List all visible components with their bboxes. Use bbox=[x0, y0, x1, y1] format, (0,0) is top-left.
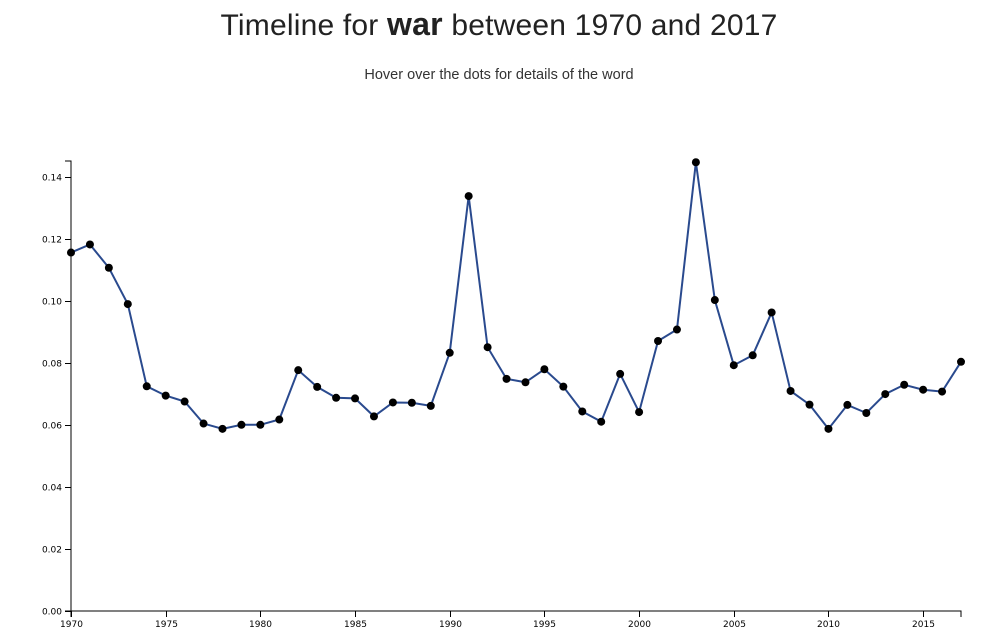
data-point[interactable]: 2000: 0.0641 bbox=[635, 408, 644, 417]
x-tick-label: 1985 bbox=[344, 620, 367, 630]
data-point[interactable]: 1990: 0.0832 bbox=[445, 348, 454, 357]
data-point[interactable]: 1981: 0.0617 bbox=[275, 415, 284, 424]
title-suffix: between 1970 and 2017 bbox=[451, 9, 778, 42]
data-point[interactable]: 1976: 0.0675 bbox=[180, 397, 189, 406]
data-point[interactable]: 1984: 0.0687 bbox=[332, 393, 341, 402]
series-layer: 1970: 0.1155 1971: 0.1181 1972: 0.1106 1973… bbox=[67, 158, 965, 433]
data-point[interactable]: 2016: 0.0707 bbox=[938, 387, 947, 396]
data-point[interactable]: 1980: 0.06 bbox=[256, 420, 265, 429]
data-point[interactable]: 2002: 0.0907 bbox=[672, 325, 681, 334]
x-tick-label: 1970 bbox=[60, 620, 83, 630]
x-axis-line bbox=[70, 610, 962, 617]
data-point[interactable]: 1988: 0.0671 bbox=[407, 398, 416, 407]
chart-subtitle: Hover over the dots for details of the w… bbox=[364, 67, 634, 83]
series-line bbox=[70, 162, 962, 431]
data-point[interactable]: 2004: 0.1002 bbox=[710, 296, 719, 305]
data-point[interactable]: 1992: 0.085 bbox=[483, 343, 492, 352]
data-point[interactable]: 1978: 0.0587 bbox=[218, 424, 227, 433]
data-point[interactable]: 1982: 0.0776 bbox=[294, 366, 303, 375]
data-point[interactable]: 1991: 0.1337 bbox=[464, 192, 473, 201]
y-axis-line bbox=[65, 160, 72, 612]
title-prefix: Timeline for bbox=[220, 9, 379, 42]
data-point[interactable]: 1996: 0.0723 bbox=[559, 382, 568, 391]
x-tick-label: 1995 bbox=[533, 620, 556, 630]
data-point[interactable]: 2017: 0.0803 bbox=[957, 357, 965, 366]
data-point[interactable]: 2001: 0.087 bbox=[654, 337, 663, 345]
y-tick-label: 0.14 bbox=[42, 174, 62, 184]
y-tick-label: 0.10 bbox=[42, 298, 62, 308]
data-point[interactable]: 2012: 0.0638 bbox=[862, 409, 871, 417]
data-point[interactable]: 1987: 0.0672 bbox=[388, 398, 397, 407]
data-point[interactable]: 1994: 0.0737 bbox=[521, 378, 530, 387]
x-tick-label: 1980 bbox=[249, 620, 272, 630]
x-tick-label: 2010 bbox=[817, 620, 840, 630]
x-tick-label: 2005 bbox=[723, 620, 746, 630]
data-point[interactable]: 1974: 0.0724 bbox=[142, 382, 151, 391]
data-point[interactable]: 1983: 0.0722 bbox=[313, 382, 322, 391]
data-point[interactable]: 1999: 0.0764 bbox=[616, 369, 625, 378]
data-point[interactable]: 1998: 0.061 bbox=[597, 417, 606, 426]
data-point[interactable]: 2007: 0.0962 bbox=[767, 308, 776, 317]
data-point[interactable]: 2015: 0.0713 bbox=[919, 385, 928, 394]
x-axis: 1970 1975 1980 1985 1990 1995 2000 2005 2010 2015 bbox=[60, 610, 962, 630]
x-tick-label: 1990 bbox=[439, 620, 462, 630]
y-tick-label: 0.08 bbox=[42, 360, 62, 370]
data-point[interactable]: 2009: 0.0665 bbox=[805, 400, 814, 409]
data-point[interactable]: 1997: 0.0643 bbox=[578, 407, 587, 416]
x-tick-label: 2000 bbox=[628, 620, 651, 630]
data-point[interactable]: 2010: 0.0587 bbox=[824, 424, 833, 433]
data-point[interactable]: 1972: 0.1106 bbox=[104, 263, 113, 272]
data-point[interactable]: 1971: 0.1181 bbox=[85, 240, 94, 249]
y-tick-label: 0.06 bbox=[42, 422, 62, 432]
chart-title: Timeline for war between 1970 and 2017 bbox=[0, 6, 998, 43]
data-point[interactable]: 2005: 0.0792 bbox=[729, 361, 738, 370]
x-tick-label: 1975 bbox=[155, 620, 178, 630]
data-point[interactable]: 2011: 0.0664 bbox=[843, 400, 852, 409]
x-tick-label: 2015 bbox=[912, 620, 935, 630]
data-point[interactable]: 2014: 0.0729 bbox=[900, 380, 909, 389]
y-tick-label: 0.04 bbox=[42, 484, 62, 494]
data-point[interactable]: 2003: 0.1446 bbox=[691, 158, 700, 167]
title-word: war bbox=[387, 6, 443, 42]
data-point[interactable]: 1989: 0.0661 bbox=[426, 401, 435, 410]
y-tick-label: 0.02 bbox=[42, 546, 62, 556]
data-point[interactable]: 1970: 0.1155 bbox=[67, 248, 75, 257]
data-point[interactable]: 2006: 0.0824 bbox=[748, 351, 757, 360]
data-point[interactable]: 1973: 0.0989 bbox=[123, 300, 132, 309]
data-point[interactable]: 1995: 0.0779 bbox=[540, 365, 549, 374]
y-tick-label: 0.12 bbox=[42, 236, 62, 246]
data-point[interactable]: 1985: 0.0685 bbox=[351, 394, 360, 403]
data-point[interactable]: 2008: 0.0709 bbox=[786, 386, 795, 395]
data-point[interactable]: 1979: 0.06 bbox=[237, 420, 246, 429]
data-point[interactable]: 1986: 0.0627 bbox=[369, 412, 378, 421]
data-point[interactable]: 1975: 0.0694 bbox=[161, 391, 170, 400]
y-axis: 0.00 0.02 0.04 0.06 0.08 0.10 0.12 0.14 bbox=[42, 160, 72, 618]
y-tick-label: 0.00 bbox=[42, 608, 62, 618]
data-point[interactable]: 1977: 0.0604 bbox=[199, 419, 208, 428]
data-point[interactable]: 1993: 0.0748 bbox=[502, 374, 511, 383]
data-point[interactable]: 2013: 0.0699 bbox=[881, 390, 890, 399]
